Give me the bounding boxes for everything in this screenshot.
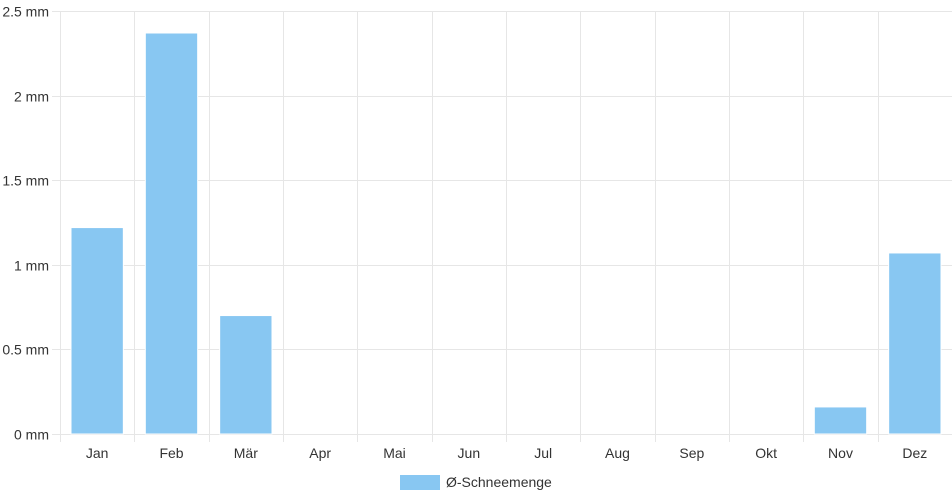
legend-swatch[interactable] [400, 475, 440, 490]
x-tick-label: Apr [309, 445, 331, 461]
x-tick-label: Sep [679, 445, 704, 461]
grid [52, 11, 952, 442]
y-tick-label: 0.5 mm [2, 342, 49, 358]
bar-dez[interactable] [888, 252, 942, 435]
x-tick-label: Jul [534, 445, 552, 461]
y-tick-label: 0 mm [14, 427, 49, 443]
x-tick-label: Mai [383, 445, 406, 461]
y-tick-label: 1 mm [14, 258, 49, 274]
y-tick-label: 2 mm [14, 89, 49, 105]
x-tick-label: Mär [234, 445, 258, 461]
x-tick-label: Jun [458, 445, 481, 461]
x-tick-label: Jan [86, 445, 109, 461]
bar-feb[interactable] [144, 32, 199, 435]
x-tick-label: Aug [605, 445, 630, 461]
y-axis: 0 mm 0.5 mm 1 mm 1.5 mm 2 mm 2.5 mm [2, 4, 49, 443]
legend-label[interactable]: Ø-Schneemenge [446, 474, 552, 490]
x-tick-label: Okt [755, 445, 777, 461]
bar-mär[interactable] [219, 315, 273, 435]
bar-jan[interactable] [70, 227, 124, 435]
x-tick-label: Nov [828, 445, 853, 461]
x-axis: Jan Feb Mär Apr Mai Jun Jul Aug Sep Okt Nov Dez [86, 445, 927, 461]
x-tick-label: Feb [159, 445, 183, 461]
y-tick-label: 2.5 mm [2, 4, 49, 20]
x-tick-label: Dez [902, 445, 927, 461]
legend[interactable]: Ø-Schneemenge [400, 474, 552, 490]
bars [70, 32, 942, 435]
y-tick-label: 1.5 mm [2, 173, 49, 189]
bar-nov[interactable] [813, 406, 868, 435]
